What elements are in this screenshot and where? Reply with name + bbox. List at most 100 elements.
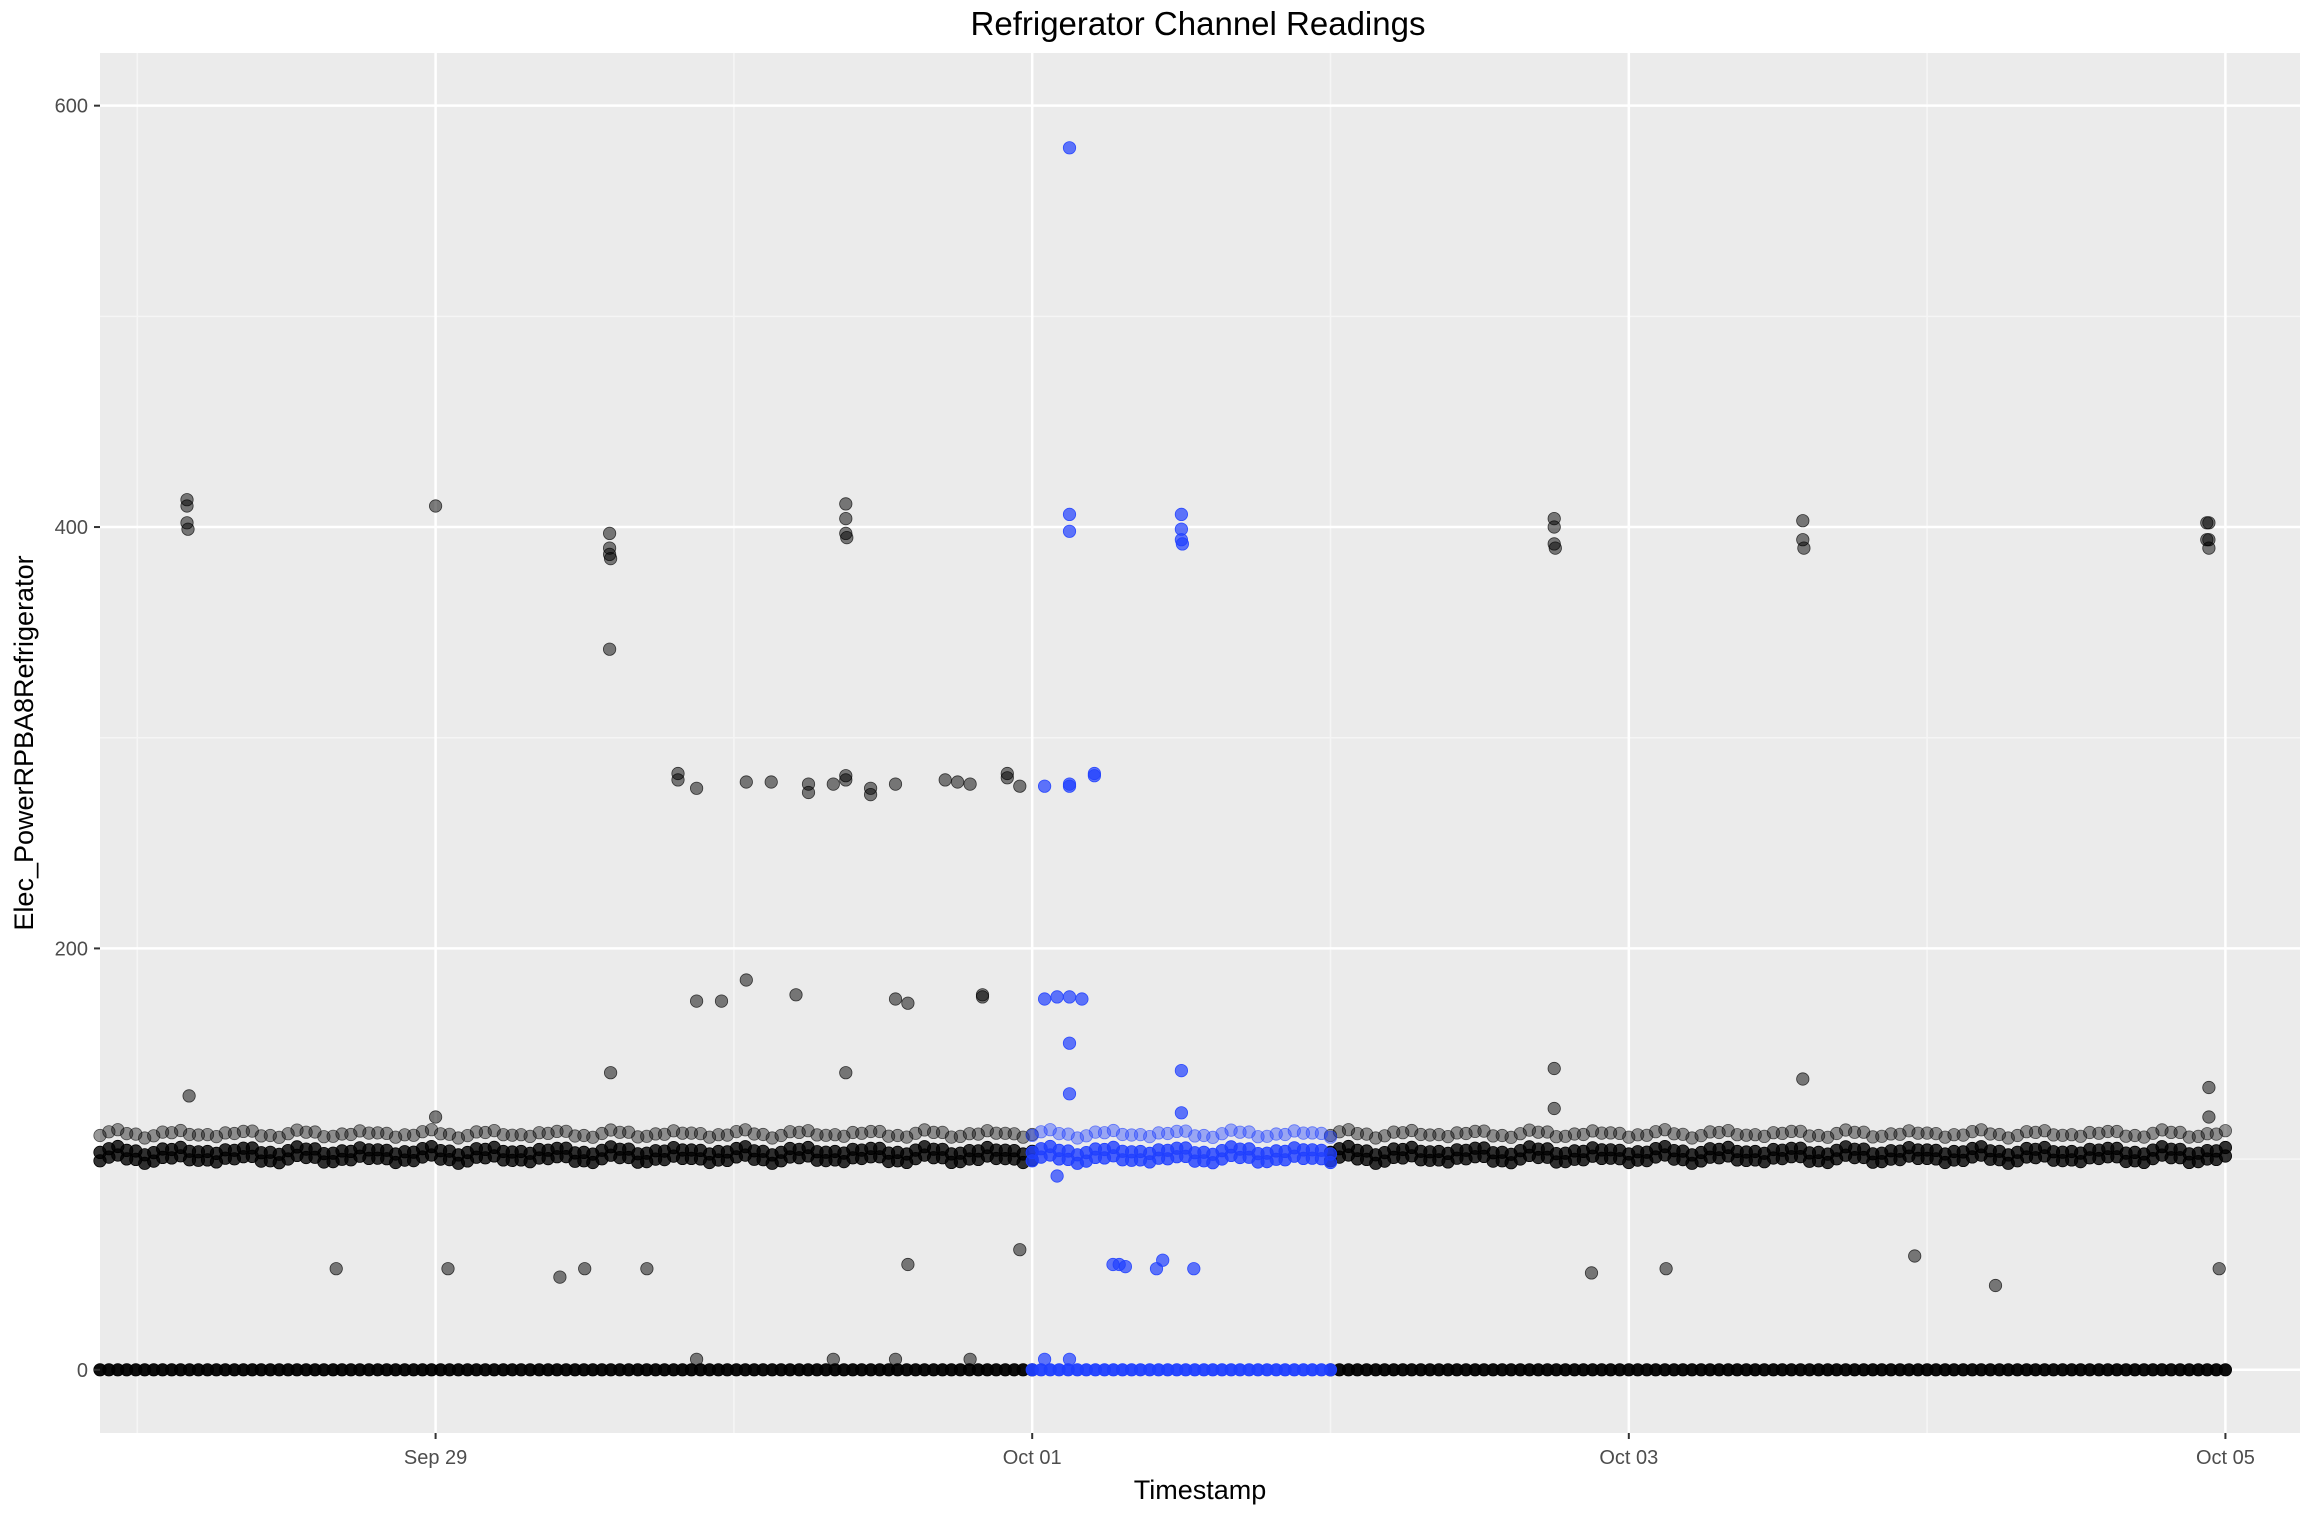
data-point-other: [901, 1257, 915, 1272]
x-tick-label: Oct 05: [2196, 1447, 2255, 1469]
grid-major: [100, 53, 2300, 1433]
data-point-other: [640, 1262, 654, 1276]
data-point-highlight: [1062, 507, 1077, 522]
data-point-other: [826, 777, 840, 791]
data-point-highlight: [1038, 1352, 1052, 1366]
y-axis-title: Elec_PowerRPBA8Refrigerator: [9, 555, 39, 930]
data-point-highlight: [1187, 1262, 1201, 1276]
data-point-other: [1988, 1278, 2003, 1293]
data-point-other: [1784, 1124, 1799, 1139]
data-point-other: [602, 526, 617, 541]
data-point-other: [963, 1352, 977, 1366]
data-point-highlight: [1175, 537, 1190, 551]
data-point-other: [602, 642, 617, 656]
x-tick-label: Oct 03: [1599, 1447, 1658, 1469]
data-point-highlight: [1156, 1253, 1170, 1267]
data-point-other: [789, 988, 803, 1002]
data-point-other: [1531, 1125, 1545, 1139]
data-point-other: [329, 1262, 343, 1276]
data-point-highlight: [1174, 507, 1189, 522]
data-point-other: [938, 773, 952, 787]
data-point-other: [826, 1352, 840, 1366]
points-layer: [93, 141, 2232, 1377]
data-point-other: [950, 775, 965, 789]
data-point-other: [839, 1066, 853, 1080]
data-point-highlight: [1174, 1106, 1189, 1120]
data-point-other: [1584, 1266, 1599, 1280]
data-point-other: [1548, 541, 1562, 555]
data-point-other: [839, 773, 853, 787]
data-point-other: [2202, 516, 2216, 530]
data-point-highlight: [1050, 1169, 1064, 1183]
data-point-other: [2218, 1140, 2232, 1155]
data-point-other: [888, 777, 903, 791]
data-point-other: [714, 994, 729, 1008]
data-point-other: [840, 530, 854, 545]
data-point-other: [888, 992, 903, 1006]
data-point-other: [182, 1089, 196, 1103]
data-point-other: [888, 1352, 903, 1366]
data-point-other: [2202, 541, 2216, 555]
data-point-other: [1797, 541, 1811, 555]
data-point-other: [1908, 1249, 1922, 1263]
data-point-other: [689, 994, 704, 1008]
data-point-other: [689, 1352, 704, 1366]
data-point-other: [2202, 1110, 2216, 1124]
data-point-other: [1000, 771, 1014, 785]
data-point-highlight: [1118, 1260, 1133, 1274]
data-point-other: [764, 775, 778, 789]
data-point-other: [863, 787, 878, 802]
data-point-other: [671, 773, 685, 787]
data-point-other: [1848, 1125, 1862, 1139]
data-point-highlight: [1062, 141, 1077, 155]
data-point-other: [1796, 1072, 1810, 1086]
data-point-other: [901, 996, 915, 1010]
data-point-other: [180, 499, 194, 513]
data-point-other: [1659, 1262, 1673, 1276]
x-axis: Sep 29 Oct 01 Oct 03 Oct 05: [404, 1433, 2255, 1469]
data-point-other: [441, 1262, 455, 1276]
data-point-other: [739, 775, 753, 789]
data-point-highlight: [1062, 1087, 1077, 1101]
data-point-other: [553, 1270, 567, 1284]
plot-panel: [100, 53, 2300, 1433]
data-point-other: [1796, 514, 1810, 528]
data-point-other: [1013, 1243, 1027, 1257]
y-tick-label: 600: [55, 96, 88, 118]
data-point-other: [1013, 779, 1027, 793]
x-tick-label: Oct 01: [1003, 1447, 1062, 1469]
data-point-other: [1947, 1128, 1961, 1142]
data-point-other: [550, 1124, 564, 1139]
data-point-other: [2218, 1124, 2232, 1138]
y-tick-label: 0: [77, 1360, 88, 1382]
data-point-other: [801, 785, 816, 800]
data-point-highlight: [1062, 990, 1077, 1004]
data-point-other: [428, 1110, 443, 1124]
data-point-other: [1350, 1127, 1365, 1141]
data-point-other: [1911, 1126, 1925, 1140]
y-axis: 0 200 400 600: [55, 96, 100, 1382]
data-point-other: [839, 511, 853, 526]
data-point-other: [2164, 1125, 2178, 1140]
x-axis-title: Timestamp: [1134, 1475, 1267, 1505]
data-point-highlight: [1233, 1125, 1247, 1139]
data-point-highlight: [1062, 1352, 1077, 1366]
data-point-highlight: [1174, 1064, 1189, 1078]
chart-title: Refrigerator Channel Readings: [971, 5, 1426, 42]
data-point-other: [317, 1130, 331, 1144]
data-point-highlight: [1038, 779, 1052, 793]
data-point-other: [1547, 1101, 1561, 1116]
data-point-highlight: [1075, 992, 1089, 1006]
data-point-other: [2101, 1124, 2115, 1139]
data-point-other: [839, 497, 853, 511]
data-point-other: [689, 781, 704, 795]
data-point-highlight: [1062, 779, 1077, 793]
data-point-other: [975, 990, 990, 1004]
data-point-other: [2202, 1080, 2216, 1095]
data-point-other: [2218, 1363, 2232, 1377]
y-tick-label: 200: [55, 938, 88, 960]
data-point-highlight: [1087, 769, 1102, 783]
data-point-other: [603, 1066, 618, 1080]
data-point-highlight: [1323, 1130, 1338, 1144]
